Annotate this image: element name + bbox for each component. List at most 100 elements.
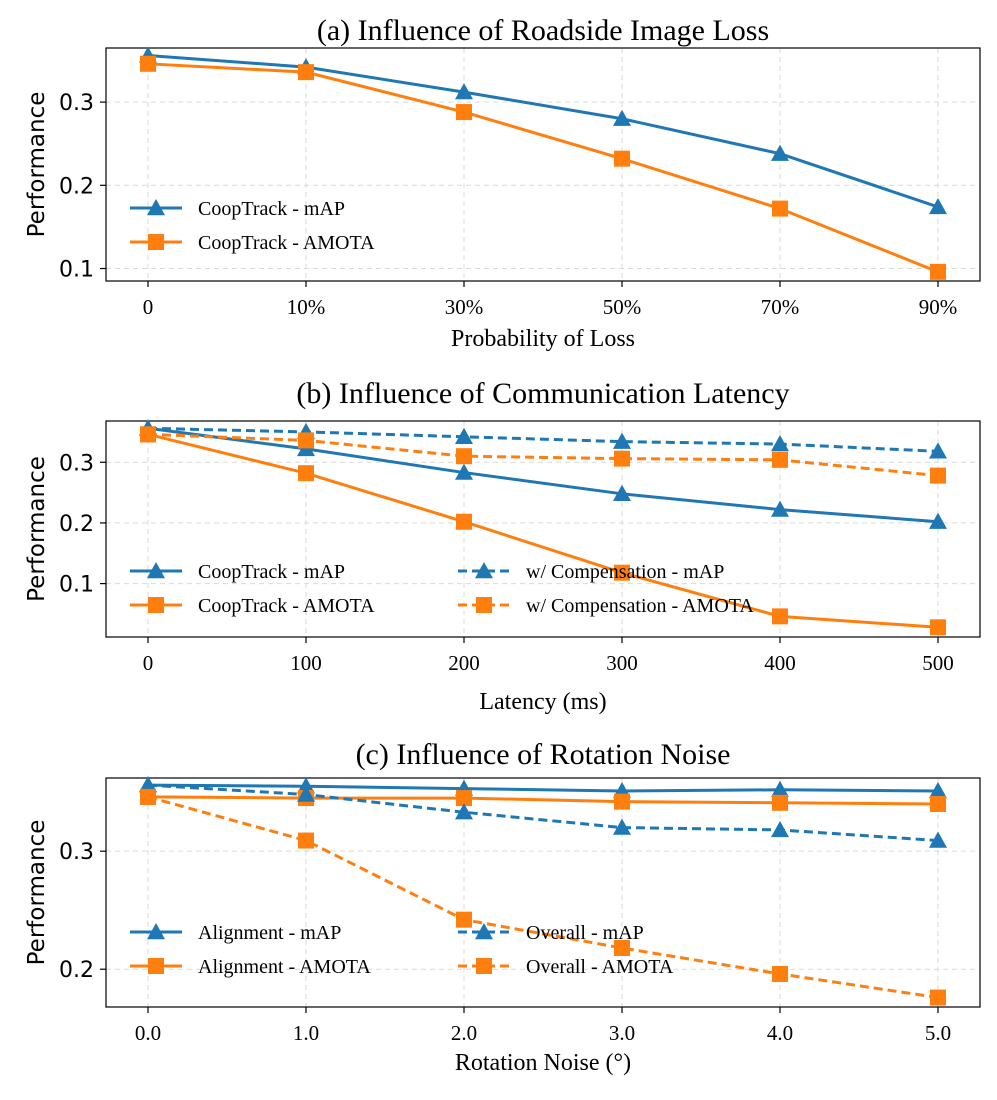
x-tick-label: 50% xyxy=(603,295,642,319)
axes-frame xyxy=(105,47,981,282)
data-point-marker xyxy=(930,989,946,1006)
series-alignment-amota xyxy=(140,788,946,812)
data-point-marker xyxy=(613,432,631,449)
data-point-marker xyxy=(614,450,630,467)
data-point-marker xyxy=(140,426,156,443)
x-tick-label: 90% xyxy=(919,295,958,319)
legend-label: Alignment - AMOTA xyxy=(198,956,371,978)
data-point-marker xyxy=(771,820,789,838)
axes-frame xyxy=(105,777,981,1008)
data-point-marker xyxy=(772,608,788,625)
data-point-marker xyxy=(772,200,788,217)
chart-panel-3: 0.0 1.0 2.0 3.0 4.0 5.0 0.2 0.3 (c) Influence of… xyxy=(24,738,981,1076)
chart-panel-2: 0 100 200 300 400 500 0.1 0.2 0.3 (b) Influence o… xyxy=(24,377,981,715)
legend-swatch-marker xyxy=(147,923,165,940)
data-point-marker xyxy=(614,939,630,956)
legend-label: Overall - AMOTA xyxy=(526,956,674,978)
data-point-marker xyxy=(771,780,789,798)
legend-swatch-marker xyxy=(147,562,165,579)
data-point-marker xyxy=(930,263,946,280)
x-tick-label: 400 xyxy=(764,651,796,675)
x-tick-label: 1.0 xyxy=(293,1021,319,1045)
data-point-marker xyxy=(771,500,789,517)
x-tick-label: 500 xyxy=(922,651,954,675)
data-point-marker xyxy=(930,795,946,812)
x-tick-label: 0 xyxy=(143,295,154,319)
y-tick-label: 0.1 xyxy=(59,573,94,598)
x-axis-label: Latency (ms) xyxy=(479,689,606,715)
series-line xyxy=(147,795,939,1000)
data-point-marker xyxy=(929,781,947,799)
data-point-marker xyxy=(613,109,631,126)
data-point-marker xyxy=(455,803,473,820)
x-tick-label: 300 xyxy=(606,651,638,675)
series-w-compensation-amota xyxy=(140,426,946,484)
legend-swatch-marker xyxy=(148,597,164,613)
x-tick-label: 70% xyxy=(761,295,800,319)
series-cooptrack-map xyxy=(139,419,947,529)
data-point-marker xyxy=(455,427,473,444)
x-tick-label: 3.0 xyxy=(609,1021,635,1045)
legend-swatch-marker xyxy=(147,199,165,216)
series-line xyxy=(147,53,939,209)
data-point-marker xyxy=(456,513,472,530)
data-point-marker xyxy=(297,785,315,802)
y-tick-label: 0.1 xyxy=(59,258,94,283)
series-cooptrack-amota xyxy=(140,55,946,280)
legend-swatch-marker xyxy=(476,597,492,613)
legend-label: w/ Compensation - AMOTA xyxy=(526,595,754,617)
y-axis-label: Performance xyxy=(24,820,50,966)
legend-label: Overall - mAP xyxy=(526,922,644,944)
series-overall-amota xyxy=(140,788,946,1006)
series-line xyxy=(147,62,939,274)
data-point-marker xyxy=(614,150,630,167)
data-point-marker xyxy=(140,55,156,72)
legend-swatch-marker xyxy=(148,234,164,250)
y-tick-label: 0.3 xyxy=(59,840,94,865)
y-tick-label: 0.2 xyxy=(59,512,94,537)
series-alignment-map xyxy=(139,776,947,799)
legend-swatch-marker xyxy=(148,958,164,974)
data-point-marker xyxy=(929,512,947,529)
chart-title: (c) Influence of Rotation Noise xyxy=(356,738,731,771)
legend-label: Alignment - mAP xyxy=(198,922,341,944)
data-point-marker xyxy=(456,911,472,928)
chart-panel-1: 0 10% 30% 50% 70% 90% 0.1 0.2 0.3 (a) Influence o… xyxy=(24,14,981,352)
data-point-marker xyxy=(455,83,473,100)
legend-label: w/ Compensation - mAP xyxy=(526,561,724,583)
legend-label: CoopTrack - mAP xyxy=(198,561,345,583)
y-tick-label: 0.3 xyxy=(59,451,94,476)
data-point-marker xyxy=(613,484,631,502)
data-point-marker xyxy=(140,788,156,805)
data-point-marker xyxy=(771,144,789,161)
data-point-marker xyxy=(613,818,631,835)
data-point-marker xyxy=(298,432,314,449)
x-tick-label: 0 xyxy=(143,651,154,675)
y-axis-label: Performance xyxy=(24,456,50,602)
data-point-marker xyxy=(139,776,157,793)
data-point-marker xyxy=(297,777,315,794)
data-point-marker xyxy=(772,451,788,468)
y-tick-label: 0.3 xyxy=(59,91,94,116)
data-point-marker xyxy=(614,793,630,810)
series-line xyxy=(147,432,939,478)
legend-swatch-marker xyxy=(476,958,492,974)
data-point-marker xyxy=(298,832,314,849)
data-point-marker xyxy=(455,463,473,480)
y-tick-label: 0.2 xyxy=(59,958,94,983)
legend: CoopTrack - mAP CoopTrack - AMOTA w/ Compe… xyxy=(130,561,754,617)
series-line xyxy=(147,783,939,843)
y-axis-label: Performance xyxy=(24,92,50,238)
data-point-marker xyxy=(930,467,946,484)
x-tick-label: 4.0 xyxy=(767,1021,793,1045)
data-point-marker xyxy=(929,442,947,459)
legend-label: CoopTrack - AMOTA xyxy=(198,595,375,617)
data-point-marker xyxy=(772,965,788,982)
data-point-marker xyxy=(456,448,472,465)
data-point-marker xyxy=(456,104,472,121)
data-point-marker xyxy=(929,831,947,848)
chart-title: (a) Influence of Roadside Image Loss xyxy=(317,14,769,47)
x-tick-label: 2.0 xyxy=(451,1021,477,1045)
data-point-marker xyxy=(614,564,630,581)
